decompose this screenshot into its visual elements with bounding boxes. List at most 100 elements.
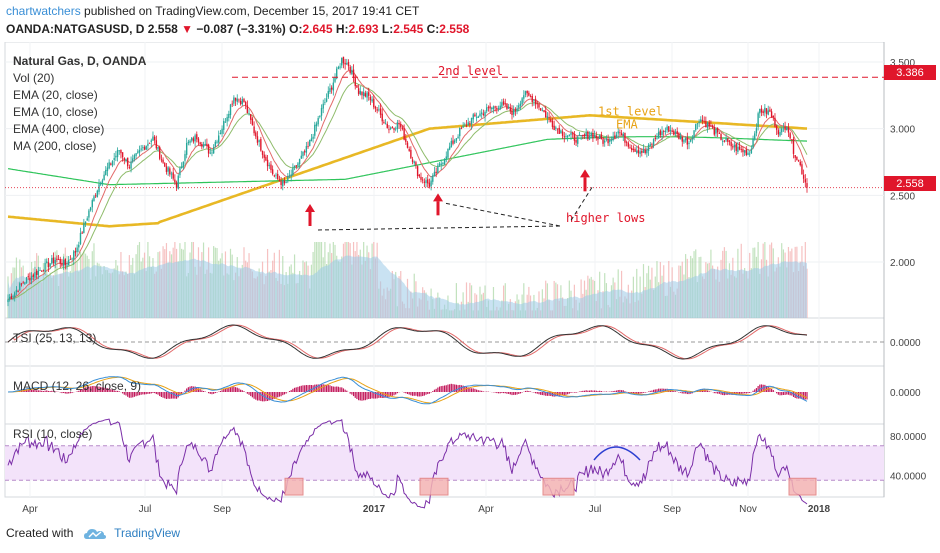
candle-body: [130, 161, 132, 169]
macd-histogram-bar: [154, 392, 156, 394]
macd-histogram-bar: [309, 384, 311, 392]
candle-body: [101, 180, 104, 183]
macd-histogram-bar: [221, 390, 223, 392]
macd-histogram-bar: [266, 392, 269, 401]
candle-body: [700, 119, 702, 122]
macd-histogram-bar: [320, 384, 323, 392]
macd-histogram-bar: [610, 391, 613, 392]
candle-body: [764, 107, 766, 113]
change-value: −0.087 (−3.31%): [196, 22, 286, 36]
macd-histogram-bar: [428, 392, 431, 394]
chart-canvas[interactable]: 0.0000 0.0000 80.0000 40.0000 2nd level 1s…: [0, 42, 940, 522]
candle-body: [467, 122, 469, 126]
macd-histogram-bar: [337, 386, 339, 392]
level-price-tag: [884, 65, 936, 80]
candle-body: [234, 97, 237, 101]
last-price: 2.558: [147, 22, 178, 36]
macd-histogram-bar: [411, 392, 414, 396]
candle-body: [573, 133, 576, 141]
candle-body: [512, 109, 515, 115]
macd-histogram-bar: [226, 388, 228, 392]
macd-histogram-bar: [248, 392, 250, 395]
macd-histogram-bar: [460, 385, 463, 392]
candle-body: [388, 129, 390, 131]
candle-body: [637, 149, 640, 154]
macd-histogram-bar: [752, 390, 754, 392]
candle-body: [558, 127, 560, 134]
macd-histogram-bar: [671, 390, 673, 392]
candle-body: [427, 179, 429, 184]
candle-body: [398, 123, 400, 125]
candle-body: [652, 139, 655, 146]
candle-body: [728, 140, 731, 142]
candle-body: [531, 95, 533, 103]
candle-body: [121, 152, 124, 158]
rsi-oversold-highlight: [419, 477, 449, 496]
candle-body: [362, 92, 365, 96]
candle-body: [98, 184, 100, 192]
candle-body: [84, 221, 87, 224]
candle-body: [142, 146, 144, 148]
candle-body: [12, 295, 14, 298]
candle-body: [539, 108, 542, 111]
candle-body: [253, 126, 255, 134]
macd-histogram-bar: [361, 392, 363, 401]
macd-histogram-bar: [413, 392, 415, 396]
candle-body: [755, 128, 758, 134]
candle-body: [221, 128, 223, 134]
macd-histogram-bar: [678, 392, 680, 393]
macd-histogram-bar: [170, 392, 173, 399]
candle-body: [733, 145, 736, 148]
macd-histogram-bar: [433, 389, 436, 392]
candle-body: [30, 275, 33, 280]
candle-body: [453, 140, 456, 143]
macd-histogram-bar: [246, 392, 248, 394]
candle-body: [320, 107, 323, 116]
macd-histogram-bar: [410, 392, 412, 396]
candle-body: [676, 131, 678, 134]
time-axis-tick: 2018: [808, 504, 831, 515]
candle-body: [66, 264, 68, 266]
macd-histogram-bar: [202, 391, 205, 392]
macd-histogram-bar: [283, 392, 286, 395]
tsi-legend: TSI (25, 13, 13): [13, 331, 96, 345]
candle-body: [157, 147, 159, 150]
candle-body: [479, 113, 481, 117]
macd-histogram-bar: [216, 392, 218, 393]
macd-histogram-bar: [472, 388, 474, 392]
candle-body: [713, 127, 715, 135]
macd-histogram-bar: [553, 392, 555, 397]
candle-body: [169, 168, 171, 175]
macd-histogram-bar: [501, 392, 503, 394]
candle-body: [489, 106, 491, 109]
macd-histogram-bar: [617, 390, 619, 392]
candle-body: [243, 99, 245, 103]
candle-body: [716, 128, 719, 133]
candle-body: [438, 163, 441, 166]
candle-body: [192, 138, 195, 142]
candle-body: [317, 118, 319, 125]
macd-histogram-bar: [61, 392, 63, 394]
macd-histogram-bar: [585, 390, 587, 392]
macd-histogram-bar: [396, 392, 398, 394]
candle-body: [74, 250, 77, 253]
published-text: published on TradingView.com, December 1…: [84, 4, 420, 18]
tradingview-brand[interactable]: TradingView: [114, 526, 181, 540]
candle-body: [743, 150, 746, 153]
first-level-label: 1st level: [598, 104, 663, 118]
author-name[interactable]: chartwatchers: [6, 4, 81, 18]
macd-histogram-bar: [476, 389, 478, 392]
macd-histogram-bar: [310, 385, 313, 392]
candle-body: [216, 141, 218, 143]
candle-body: [791, 139, 793, 141]
macd-histogram-bar: [526, 390, 528, 392]
candle-body: [212, 147, 215, 154]
candle-body: [100, 182, 102, 185]
macd-histogram-bar: [54, 391, 56, 392]
macd-histogram-bar: [600, 391, 602, 392]
macd-histogram-bar: [452, 384, 454, 392]
macd-histogram-bar: [277, 392, 279, 398]
candle-body: [502, 101, 505, 105]
candle-body: [197, 138, 200, 143]
macd-histogram-bar: [744, 392, 746, 394]
